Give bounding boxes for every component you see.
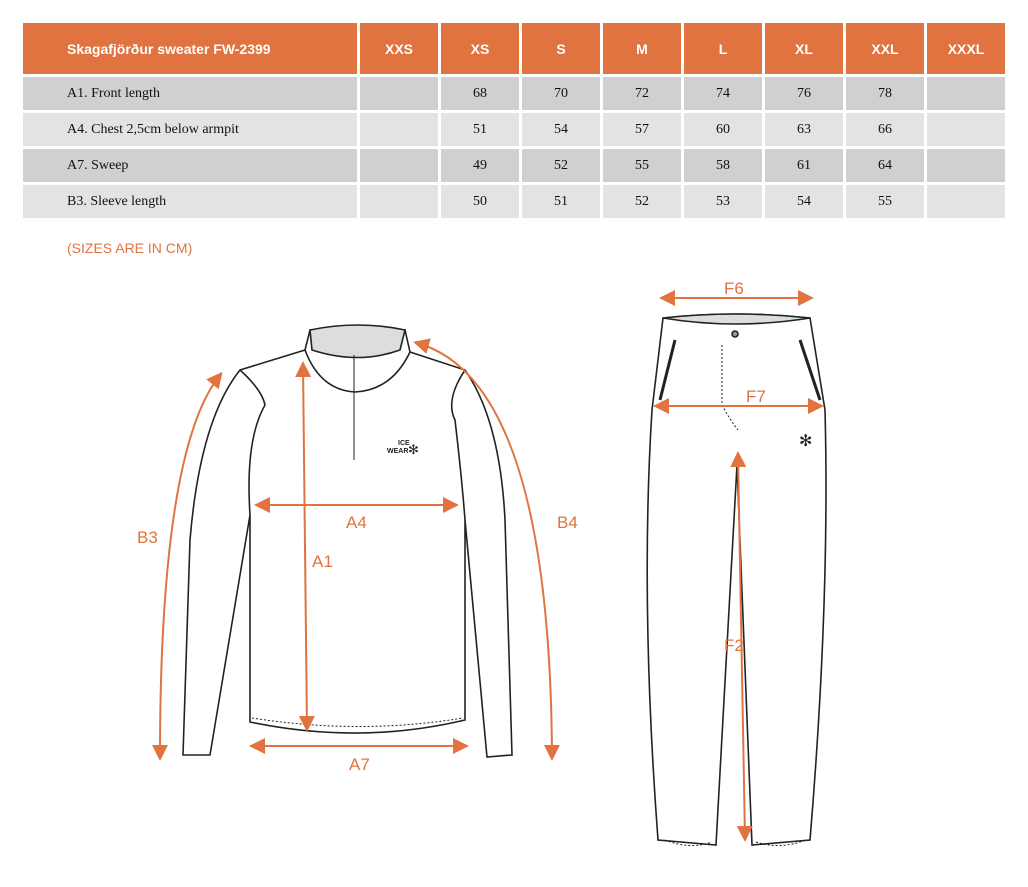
- pants-drawing: [646, 313, 827, 846]
- measurement-value: 64: [846, 149, 924, 182]
- measurement-label: A1. Front length: [23, 77, 357, 110]
- measurement-label: A7. Sweep: [23, 149, 357, 182]
- measurement-label: B3. Sleeve length: [23, 185, 357, 218]
- svg-text:✻: ✻: [408, 442, 419, 457]
- size-chart-table: Skagafjörður sweater FW-2399 XXS XS S M L XL XX…: [20, 20, 1008, 221]
- measurement-value: 74: [684, 77, 762, 110]
- a1-arrow: [295, 361, 315, 732]
- b4-label: B4: [557, 513, 578, 532]
- table-title: Skagafjörður sweater FW-2399: [23, 23, 357, 74]
- measurement-value: 60: [684, 113, 762, 146]
- b3-label: B3: [137, 528, 158, 547]
- measurement-value: 55: [603, 149, 681, 182]
- measurement-value: 53: [684, 185, 762, 218]
- a1-label: A1: [312, 552, 333, 571]
- b4-arrow: [413, 338, 560, 761]
- measurement-value: 54: [765, 185, 843, 218]
- units-note: (SIZES ARE IN CM): [67, 240, 193, 256]
- table-row: A4. Chest 2,5cm below armpit 51 54 57 60 63 66: [23, 113, 1005, 146]
- measurement-value: 55: [846, 185, 924, 218]
- measurement-value: 76: [765, 77, 843, 110]
- measurement-value: 50: [441, 185, 519, 218]
- f2-label: F2: [724, 636, 744, 655]
- a7-label: A7: [349, 755, 370, 774]
- measurement-value: [927, 149, 1005, 182]
- b3-arrow: [152, 371, 223, 761]
- size-header-m: M: [603, 23, 681, 74]
- measurement-value: 51: [522, 185, 600, 218]
- measurement-value: 63: [765, 113, 843, 146]
- measurement-value: [927, 113, 1005, 146]
- a4-label: A4: [346, 513, 367, 532]
- measurement-value: 51: [441, 113, 519, 146]
- measurement-value: 52: [522, 149, 600, 182]
- measurement-value: 70: [522, 77, 600, 110]
- measurement-value: 68: [441, 77, 519, 110]
- measurement-value: [360, 77, 438, 110]
- measurement-value: [360, 149, 438, 182]
- measurement-value: 49: [441, 149, 519, 182]
- table-row: A7. Sweep 49 52 55 58 61 64: [23, 149, 1005, 182]
- measurement-value: 72: [603, 77, 681, 110]
- measurement-value: [927, 185, 1005, 218]
- measurement-value: 61: [765, 149, 843, 182]
- size-header-xl: XL: [765, 23, 843, 74]
- measurement-label: A4. Chest 2,5cm below armpit: [23, 113, 357, 146]
- f2-arrow: [730, 451, 753, 842]
- svg-text:WEAR: WEAR: [387, 448, 408, 455]
- measurement-value: 54: [522, 113, 600, 146]
- measurement-value: [360, 185, 438, 218]
- size-header-xxl: XXL: [846, 23, 924, 74]
- svg-text:ICE: ICE: [398, 440, 410, 447]
- size-header-l: L: [684, 23, 762, 74]
- measurement-value: [360, 113, 438, 146]
- measurement-value: 57: [603, 113, 681, 146]
- pants-logo-icon: ✻: [799, 433, 812, 450]
- sweater-drawing: [182, 324, 513, 758]
- measurement-value: [927, 77, 1005, 110]
- size-header-xxs: XXS: [360, 23, 438, 74]
- f6-label: F6: [724, 279, 744, 298]
- table-row: B3. Sleeve length 50 51 52 53 54 55: [23, 185, 1005, 218]
- measurement-value: 52: [603, 185, 681, 218]
- table-row: A1. Front length 68 70 72 74 76 78: [23, 77, 1005, 110]
- measurement-value: 58: [684, 149, 762, 182]
- size-header-s: S: [522, 23, 600, 74]
- measurement-value: 66: [846, 113, 924, 146]
- size-header-xs: XS: [441, 23, 519, 74]
- size-header-xxxl: XXXL: [927, 23, 1005, 74]
- f7-label: F7: [746, 387, 766, 406]
- measurement-value: 78: [846, 77, 924, 110]
